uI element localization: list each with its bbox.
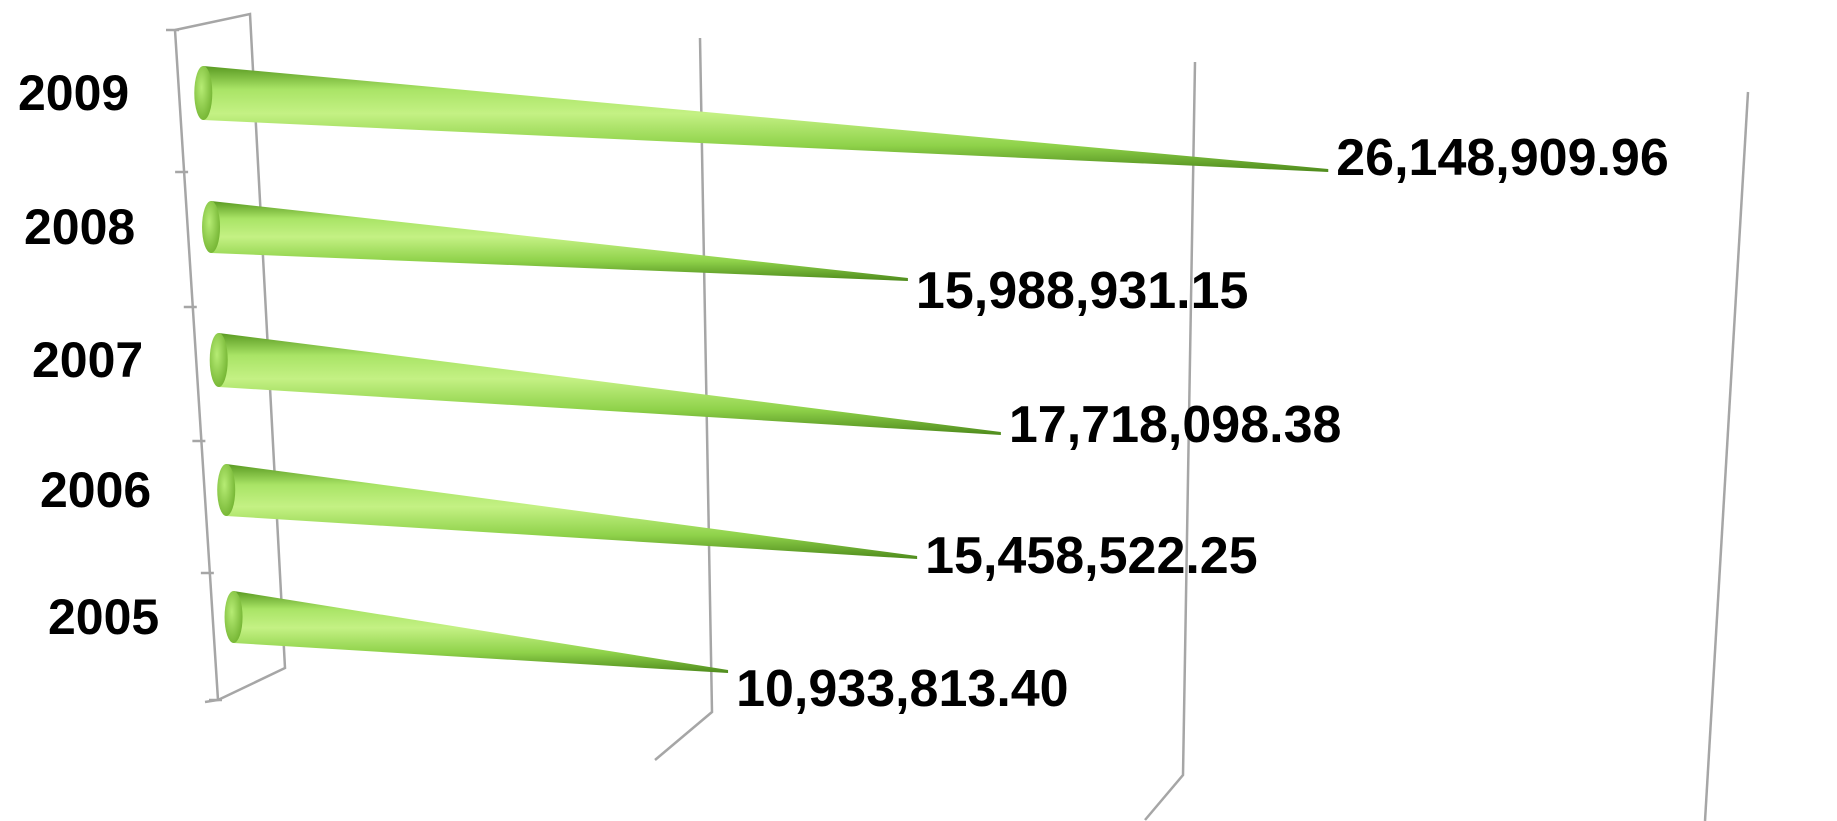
category-label-2007: 2007 — [32, 332, 143, 388]
cone-bar-2007 — [218, 333, 1001, 435]
cone-base-2007 — [209, 333, 228, 387]
category-label-2006: 2006 — [40, 462, 151, 518]
category-label-2008: 2008 — [24, 199, 135, 255]
labels: 2009 26,148,909.96 2008 15,988,931.15 2007 17… — [18, 65, 1669, 718]
cone-base-2009 — [194, 66, 213, 120]
cone-bar-2005 — [233, 591, 729, 673]
value-gridline — [1144, 61, 1197, 821]
value-label-2007: 17,718,098.38 — [1009, 396, 1342, 454]
cone-base-2006 — [217, 464, 236, 516]
category-label-2005: 2005 — [48, 589, 159, 645]
cone-base-2008 — [202, 201, 221, 253]
cone-bar-2006 — [226, 464, 918, 559]
cone-base-2005 — [224, 591, 243, 643]
cone-bar-2009 — [203, 66, 1329, 172]
value-label-2006: 15,458,522.25 — [925, 527, 1258, 585]
value-gridline — [1703, 91, 1750, 821]
cones — [194, 66, 1329, 673]
category-label-2009: 2009 — [18, 65, 129, 121]
value-label-2005: 10,933,813.40 — [736, 660, 1069, 718]
cone-bar-2008 — [211, 201, 908, 281]
value-label-2008: 15,988,931.15 — [916, 262, 1249, 320]
value-label-2009: 26,148,909.96 — [1336, 129, 1669, 187]
